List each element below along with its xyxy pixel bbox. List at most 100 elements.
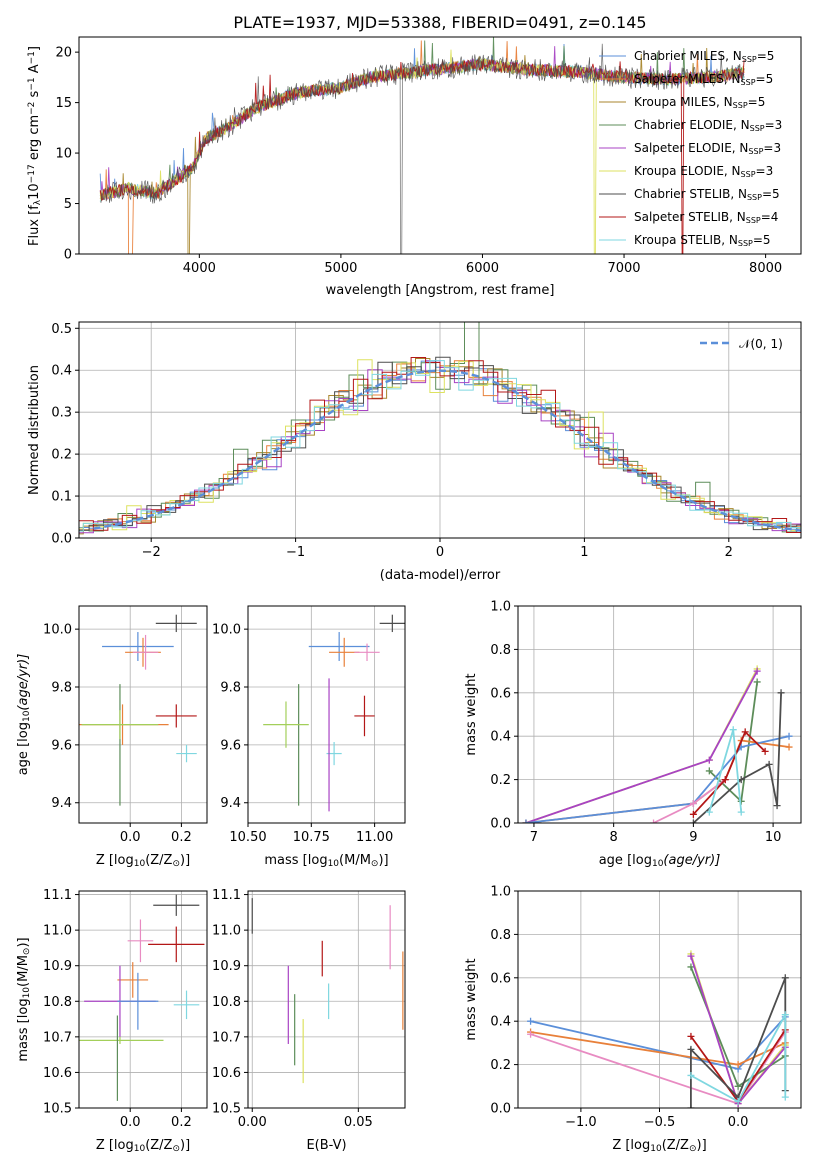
x-axis-label-part: ⊙ — [371, 859, 379, 869]
x-tick-label: 7000 — [607, 261, 640, 276]
y-tick-label: 10.5 — [212, 1102, 241, 1117]
legend-sub: SSP — [738, 239, 753, 248]
y-axis-label-part: 10 — [22, 987, 32, 999]
weight-marker — [761, 747, 769, 755]
x-axis-label-part: )] — [378, 853, 388, 868]
x-tick-label: 10 — [765, 830, 782, 845]
x-tick-label: 4000 — [183, 261, 216, 276]
weight-line — [525, 670, 758, 823]
y-tick-label: 0.2 — [490, 1058, 511, 1073]
y-tick-label: 11.0 — [43, 924, 72, 939]
legend-name: Kroupa ELODIE, N — [634, 164, 741, 178]
x-tick-label: 0.05 — [344, 1115, 373, 1130]
weight-marker — [741, 728, 749, 736]
y-axis-label-part: (M/M — [16, 955, 31, 987]
weight-marker — [753, 667, 761, 675]
x-tick-label: 1 — [580, 545, 588, 560]
y-axis-label-part: mass [log — [16, 998, 31, 1061]
weight-marker — [729, 726, 737, 734]
y-tick-label: 11.1 — [212, 888, 241, 903]
spectrum-axes-plot-area — [99, 37, 745, 254]
legend-nssp: =3 — [765, 118, 783, 132]
legend-sub: SSP — [748, 147, 763, 156]
y-tick-label: 10.6 — [43, 1066, 72, 1081]
weight-marker — [527, 1017, 535, 1025]
legend-name: Salpeter ELODIE, N — [634, 141, 748, 155]
legend-label: Chabrier STELIB, NSSP=5 — [634, 187, 780, 202]
legend-label: Chabrier ELODIE, NSSP=3 — [634, 118, 782, 133]
age-weight-axes: 7 8 9 10 0.0 0.2 0.4 0.6 0.8 1.0 — [490, 600, 802, 845]
x-axis-label-part: )] — [180, 1138, 190, 1153]
legend-name: Chabrier STELIB, N — [634, 187, 747, 201]
y-tick-label: 0.2 — [51, 448, 72, 463]
y-tick-label: 9.8 — [51, 681, 72, 696]
y-tick-label: 0.4 — [51, 364, 72, 379]
gaussian-legend-label: 𝒩(0, 1) — [739, 337, 783, 351]
y-tick-label: 10.9 — [212, 959, 241, 974]
legend-label: Salpeter MILES, NSSP=5 — [634, 72, 773, 87]
legend-sub: SSP — [742, 55, 757, 64]
x-axis-label-part: ⊙ — [172, 1144, 180, 1154]
histogram-steps — [79, 357, 801, 533]
x-tick-label: 2 — [725, 545, 733, 560]
x-axis-label-part: ⊙ — [689, 1144, 697, 1154]
x-axis-label-part: )] — [180, 853, 190, 868]
y-axis-label-part: erg cm — [27, 115, 42, 164]
y-axis-label: mass [log10(M/M⊙)] — [16, 937, 32, 1061]
y-axis-label-part: A — [27, 64, 42, 77]
chart-title: PLATE=1937, MJD=53388, FIBERID=0491, z=0… — [233, 13, 646, 32]
x-axis-label-part: (M/M — [339, 853, 371, 868]
x-tick-label: 6000 — [466, 261, 499, 276]
x-axis-label-part: Z [log — [96, 853, 134, 868]
y-axis-label-part: λ — [33, 199, 43, 205]
legend-sub: SSP — [741, 78, 756, 87]
x-tick-label: 10.50 — [229, 830, 266, 845]
x-axis-label: Z [log10(Z/Z⊙)] — [96, 1138, 190, 1154]
legend-label: Kroupa MILES, NSSP=5 — [634, 95, 765, 110]
x-axis-label: E(B-V) — [306, 1138, 346, 1153]
y-tick-label: 0 — [64, 248, 72, 263]
x-tick-label: 0.0 — [728, 1115, 749, 1130]
y-tick-label: 10.0 — [212, 623, 241, 638]
weight-marker — [689, 810, 697, 818]
x-axis-label-part: 10 — [134, 1144, 146, 1154]
y-tick-label: 10 — [55, 147, 72, 162]
y-tick-label: 10.7 — [43, 1030, 72, 1045]
z-age-axes: 0.0 0.2 9.4 9.6 9.8 10.0 — [43, 605, 208, 845]
axes-frame — [78, 36, 802, 255]
y-axis-label-part: ] — [27, 46, 42, 51]
x-axis-label-part: mass [log — [264, 853, 327, 868]
weight-line — [690, 1014, 787, 1103]
weight-marker — [687, 1071, 695, 1079]
y-tick-label: 0.6 — [490, 686, 511, 701]
y-axis-label-part: −1 — [27, 77, 37, 90]
x-axis-label: age [log10(age/yr)] — [599, 853, 721, 869]
y-axis-label-part: ⊙ — [22, 948, 32, 956]
x-tick-label: 11.00 — [356, 830, 393, 845]
x-tick-label: −2 — [142, 545, 161, 560]
gaussian-curve — [93, 369, 801, 532]
x-axis-label-part: 10 — [650, 1144, 662, 1154]
histogram-axes-plot-area — [79, 322, 801, 535]
weight-marker — [705, 808, 713, 816]
x-tick-label: 9 — [689, 830, 697, 845]
legend-sub: SSP — [733, 101, 748, 110]
legend-nssp: =5 — [762, 187, 780, 201]
y-axis-label: Normed distribution — [27, 365, 42, 495]
x-tick-label: 0.2 — [171, 1115, 192, 1130]
histogram-steps — [79, 359, 801, 531]
weight-marker — [687, 1045, 695, 1053]
spectrum-line — [100, 43, 745, 254]
weight-marker — [765, 760, 773, 768]
weight-line — [525, 735, 790, 823]
x-tick-label: 0.0 — [120, 1115, 141, 1130]
y-tick-label: 15 — [55, 96, 72, 111]
y-tick-label: 9.6 — [51, 738, 72, 753]
z-weight-axes-plot-area — [527, 950, 789, 1108]
x-axis-label-part: 10 — [328, 859, 340, 869]
x-axis-label: wavelength [Angstrom, rest frame] — [326, 283, 555, 298]
y-tick-label: 0.8 — [490, 643, 511, 658]
weight-marker — [781, 1093, 789, 1101]
weight-marker — [687, 1032, 695, 1040]
